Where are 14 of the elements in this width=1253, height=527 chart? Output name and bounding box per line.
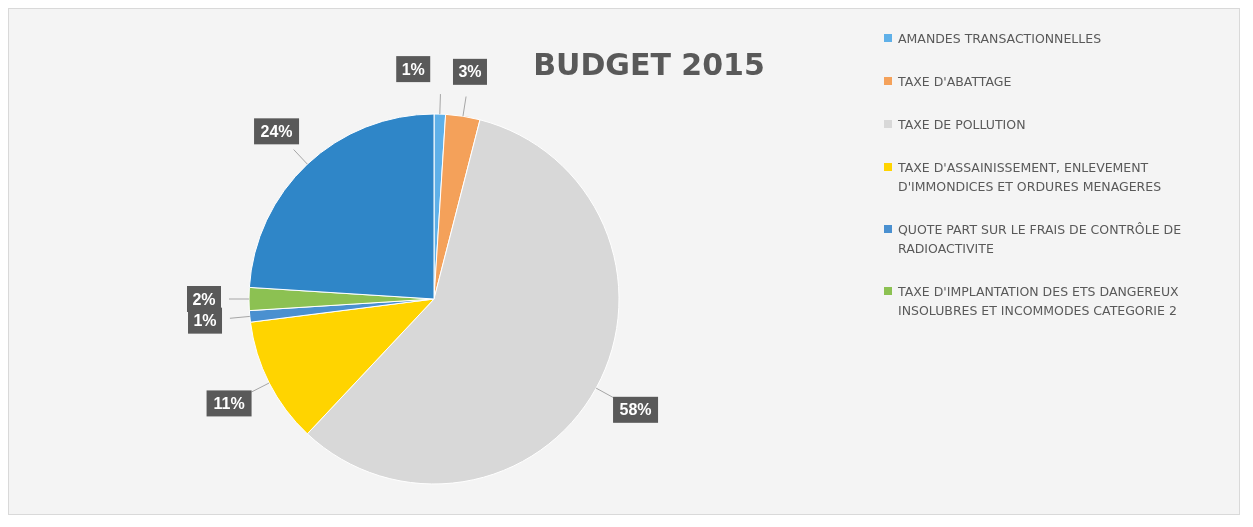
data-label: 1% [193, 312, 217, 330]
legend-label: TAXE D'ABATTAGE [898, 73, 1012, 91]
text: BUDGET 2015 [532, 47, 766, 82]
legend-label: TAXE DE POLLUTION [898, 116, 1026, 134]
legend-label: AMANDES TRANSACTIONNELLES [898, 30, 1102, 48]
data-label: 11% [213, 394, 245, 412]
data-label: 1% [401, 60, 425, 78]
legend-label: TAXE D'IMPLANTATION DES ETS DANGEREUX INSOLUBRES ET INCOMMODES CATEGORIE 2 [898, 283, 1180, 320]
legend-label: QUOTE PART SUR LE FRAIS DE CONTRÔLE DE RADIOACTIVITE [898, 221, 1183, 258]
data-label: 24% [260, 122, 293, 140]
legend-label: TAXE D'ASSAINISSEMENT, ENLEVEMENT D'IMMONDICES ET ORDURES MENAGERES [898, 159, 1163, 196]
data-label: 2% [192, 290, 216, 308]
data-label: 58% [619, 401, 652, 419]
data-label: 3% [458, 63, 482, 81]
